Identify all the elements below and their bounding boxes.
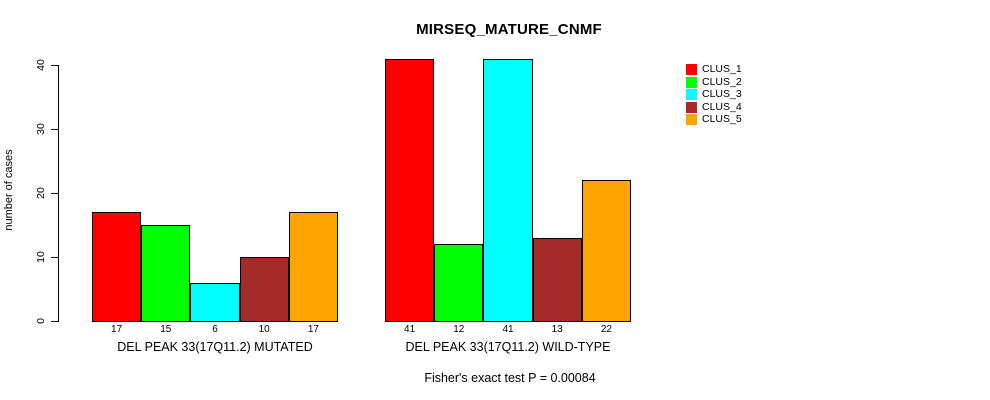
- bar-clus_5: [581, 180, 631, 322]
- group-label: DEL PEAK 33(17Q11.2) MUTATED: [117, 340, 313, 354]
- legend-swatch-clus_5: [686, 114, 697, 125]
- bar-value-label: 15: [160, 324, 172, 335]
- y-tick-label: 30: [35, 123, 47, 135]
- bar-value-label: 6: [212, 324, 218, 335]
- bar-value-label: 17: [307, 324, 319, 335]
- bar-clus_5: [288, 212, 338, 322]
- bar-value-label: 41: [502, 324, 514, 335]
- y-axis-line: [58, 65, 59, 322]
- y-tick-mark: [51, 65, 58, 66]
- y-tick-mark: [51, 257, 58, 258]
- y-tick-label: 40: [35, 59, 47, 71]
- bar-clus_4: [532, 237, 582, 322]
- legend-label: CLUS_5: [702, 113, 742, 125]
- bar-value-label: 13: [551, 324, 563, 335]
- bar-clus_2: [434, 244, 484, 322]
- annotation-text: Fisher's exact test P = 0.00084: [424, 371, 596, 385]
- group-label: DEL PEAK 33(17Q11.2) WILD-TYPE: [405, 340, 611, 354]
- legend-item: CLUS_4: [686, 100, 742, 113]
- bar-value-label: 17: [111, 324, 123, 335]
- legend-item: CLUS_1: [686, 64, 742, 75]
- y-axis-label: number of cases: [3, 149, 15, 231]
- y-tick-label: 10: [35, 251, 47, 263]
- legend: CLUS_1 CLUS_2 CLUS_3 CLUS_4 CLUS_5: [686, 64, 742, 125]
- bar-clus_1: [92, 212, 142, 322]
- y-tick-label: 20: [35, 187, 47, 199]
- bar-clus_1: [385, 58, 435, 322]
- legend-swatch-clus_1: [686, 64, 697, 75]
- y-tick-mark: [51, 321, 58, 322]
- legend-swatch-clus_3: [686, 89, 697, 100]
- bar-value-label: 22: [600, 324, 612, 335]
- legend-item: CLUS_5: [686, 114, 742, 125]
- legend-item: CLUS_2: [686, 75, 742, 88]
- bar-value-label: 41: [404, 324, 416, 335]
- legend-item: CLUS_3: [686, 89, 742, 100]
- legend-label: CLUS_3: [702, 88, 742, 100]
- bar-value-label: 10: [258, 324, 270, 335]
- bar-value-label: 12: [453, 324, 465, 335]
- bar-clus_3: [190, 282, 240, 322]
- legend-swatch-clus_4: [686, 101, 697, 113]
- y-tick-mark: [51, 129, 58, 130]
- bar-clus_2: [141, 225, 191, 322]
- legend-label: CLUS_4: [702, 100, 742, 113]
- bar-clus_4: [239, 257, 289, 322]
- legend-label: CLUS_2: [702, 75, 742, 88]
- legend-swatch-clus_2: [686, 76, 697, 88]
- chart-title: MIRSEQ_MATURE_CNMF: [416, 21, 602, 38]
- y-tick-label: 0: [35, 318, 47, 324]
- bar-clus_3: [483, 58, 533, 322]
- legend-label: CLUS_1: [702, 63, 742, 75]
- y-tick-mark: [51, 193, 58, 194]
